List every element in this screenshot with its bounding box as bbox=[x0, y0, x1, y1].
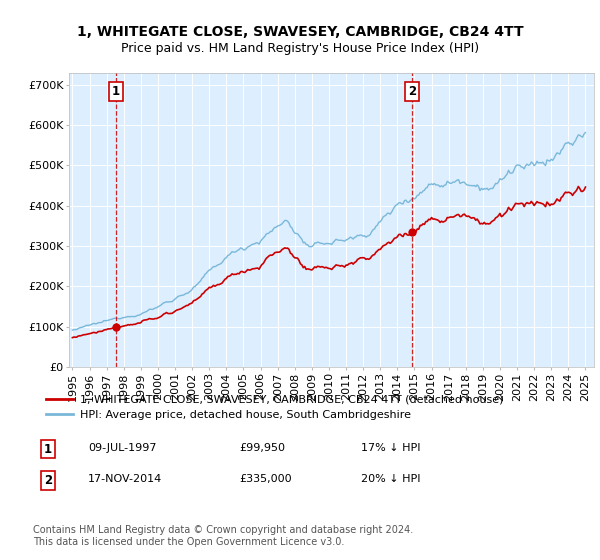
Text: 1: 1 bbox=[112, 86, 120, 99]
Text: Price paid vs. HM Land Registry's House Price Index (HPI): Price paid vs. HM Land Registry's House … bbox=[121, 42, 479, 55]
Text: 17-NOV-2014: 17-NOV-2014 bbox=[88, 474, 162, 484]
Text: Contains HM Land Registry data © Crown copyright and database right 2024.
This d: Contains HM Land Registry data © Crown c… bbox=[33, 525, 413, 547]
Text: 20% ↓ HPI: 20% ↓ HPI bbox=[361, 474, 421, 484]
Text: 2: 2 bbox=[409, 86, 416, 99]
Text: £335,000: £335,000 bbox=[240, 474, 292, 484]
Text: £99,950: £99,950 bbox=[240, 443, 286, 452]
Text: 17% ↓ HPI: 17% ↓ HPI bbox=[361, 443, 421, 452]
Text: 1, WHITEGATE CLOSE, SWAVESEY, CAMBRIDGE, CB24 4TT: 1, WHITEGATE CLOSE, SWAVESEY, CAMBRIDGE,… bbox=[77, 25, 523, 39]
Text: 1: 1 bbox=[44, 443, 52, 456]
Text: 09-JUL-1997: 09-JUL-1997 bbox=[88, 443, 157, 452]
Text: 2: 2 bbox=[44, 474, 52, 487]
Legend: 1, WHITEGATE CLOSE, SWAVESEY, CAMBRIDGE, CB24 4TT (detached house), HPI: Average: 1, WHITEGATE CLOSE, SWAVESEY, CAMBRIDGE,… bbox=[41, 390, 508, 424]
